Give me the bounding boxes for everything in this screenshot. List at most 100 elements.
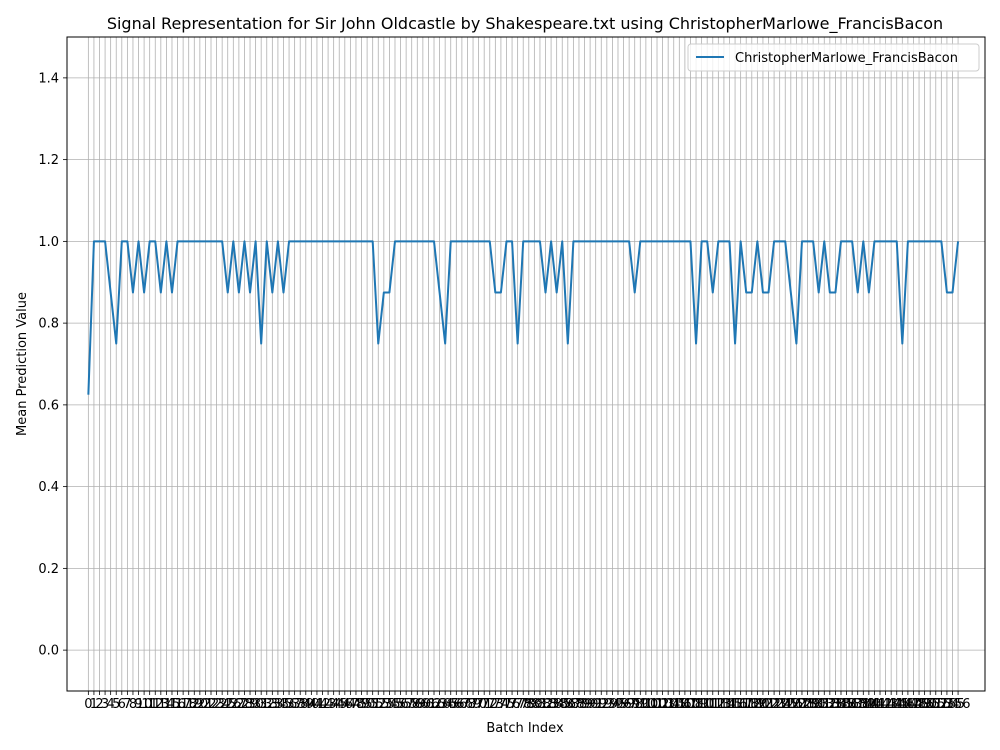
x-tick-label: 80 <box>526 697 543 712</box>
x-tick-label: 105 <box>661 697 686 712</box>
x-tick-label: 64 <box>437 697 454 712</box>
x-tick-label: 74 <box>493 697 510 712</box>
x-tick-label: 92 <box>593 697 610 712</box>
x-tick-label: 153 <box>929 697 954 712</box>
x-tick-label: 135 <box>829 697 854 712</box>
x-tick-label: 103 <box>650 697 675 712</box>
x-tick-label: 76 <box>504 697 521 712</box>
x-tick-label: 58 <box>403 697 420 712</box>
x-tick-label: 18 <box>180 697 197 712</box>
x-tick-label: 62 <box>426 697 443 712</box>
x-tick-label: 131 <box>806 697 831 712</box>
x-tick-label: 10 <box>136 697 153 712</box>
x-tick-label: 78 <box>515 697 532 712</box>
x-tick-label: 87 <box>565 697 582 712</box>
x-tick-label: 45 <box>331 697 348 712</box>
x-tick-label: 36 <box>281 697 298 712</box>
x-tick-label: 19 <box>186 697 203 712</box>
x-tick-label: 100 <box>633 697 658 712</box>
x-tick-label: 51 <box>364 697 381 712</box>
x-tick-label: 46 <box>337 697 354 712</box>
x-tick-label: 99 <box>632 697 649 712</box>
x-tick-label: 68 <box>459 697 476 712</box>
x-tick-label: 129 <box>795 697 820 712</box>
x-axis-label: Batch Index <box>486 721 564 736</box>
x-tick-label: 115 <box>717 697 742 712</box>
x-tick-label: 71 <box>476 697 493 712</box>
x-tick-label: 104 <box>656 697 681 712</box>
x-tick-label: 140 <box>856 697 881 712</box>
series-line-christophermarlowe-francisbacon <box>87 240 960 395</box>
legend: ChristopherMarlowe_FrancisBacon <box>687 43 980 72</box>
x-tick-label: 54 <box>381 697 398 712</box>
y-tick-label: 0.0 <box>38 644 59 659</box>
x-tick-label: 52 <box>370 697 387 712</box>
x-tick-label: 132 <box>812 697 837 712</box>
x-tick-label: 73 <box>487 697 504 712</box>
x-tick-label: 95 <box>610 697 627 712</box>
x-tick-label: 147 <box>895 697 920 712</box>
y-tick-label: 1.0 <box>38 235 59 250</box>
x-tick-label: 21 <box>197 697 214 712</box>
axis-ticks: 0123456789101112131415161718192021222324… <box>38 71 970 712</box>
x-tick-label: 7 <box>123 697 131 712</box>
x-tick-label: 72 <box>481 697 498 712</box>
legend-label: ChristopherMarlowe_FrancisBacon <box>735 51 958 66</box>
x-tick-label: 20 <box>192 697 209 712</box>
y-tick-label: 0.2 <box>38 562 59 577</box>
x-tick-label: 17 <box>175 697 192 712</box>
grid-lines <box>67 37 985 691</box>
x-tick-label: 126 <box>778 697 803 712</box>
x-tick-label: 85 <box>554 697 571 712</box>
x-tick-label: 112 <box>700 697 725 712</box>
y-tick-label: 1.2 <box>38 153 59 168</box>
chart-title: Signal Representation for Sir John Oldca… <box>107 14 943 34</box>
x-tick-label: 16 <box>169 697 186 712</box>
y-tick-label: 0.8 <box>38 317 59 332</box>
x-tick-label: 125 <box>773 697 798 712</box>
x-tick-label: 114 <box>712 697 737 712</box>
x-tick-label: 44 <box>325 697 342 712</box>
x-tick-label: 35 <box>275 697 292 712</box>
x-tick-label: 96 <box>615 697 632 712</box>
x-tick-label: 55 <box>387 697 404 712</box>
x-tick-label: 110 <box>689 697 714 712</box>
x-tick-label: 48 <box>348 697 365 712</box>
x-tick-label: 5 <box>112 697 120 712</box>
x-tick-label: 24 <box>214 697 231 712</box>
x-tick-label: 84 <box>548 697 565 712</box>
x-tick-label: 138 <box>845 697 870 712</box>
plot-frame <box>66 36 986 692</box>
x-tick-label: 27 <box>231 697 248 712</box>
x-tick-label: 40 <box>303 697 320 712</box>
x-tick-label: 38 <box>292 697 309 712</box>
x-tick-label: 117 <box>728 697 753 712</box>
x-tick-label: 101 <box>639 697 664 712</box>
y-axis-label: Mean Prediction Value <box>15 292 30 436</box>
x-tick-label: 93 <box>599 697 616 712</box>
x-tick-label: 6 <box>118 697 126 712</box>
x-tick-label: 109 <box>684 697 709 712</box>
x-tick-label: 141 <box>862 697 887 712</box>
x-tick-label: 89 <box>576 697 593 712</box>
x-tick-label: 148 <box>901 697 926 712</box>
x-tick-label: 28 <box>236 697 253 712</box>
x-tick-label: 32 <box>258 697 275 712</box>
x-tick-label: 63 <box>431 697 448 712</box>
x-tick-label: 9 <box>134 697 142 712</box>
x-tick-label: 66 <box>448 697 465 712</box>
legend-box <box>687 43 980 72</box>
x-tick-label: 119 <box>739 697 764 712</box>
x-tick-label: 127 <box>784 697 809 712</box>
x-tick-label: 33 <box>264 697 281 712</box>
x-tick-label: 120 <box>745 697 770 712</box>
x-tick-label: 123 <box>762 697 787 712</box>
x-tick-label: 118 <box>734 697 759 712</box>
x-tick-label: 108 <box>678 697 703 712</box>
x-tick-label: 81 <box>532 697 549 712</box>
x-tick-label: 156 <box>946 697 971 712</box>
x-tick-label: 154 <box>935 697 960 712</box>
x-tick-label: 22 <box>203 697 220 712</box>
x-tick-label: 23 <box>208 697 225 712</box>
